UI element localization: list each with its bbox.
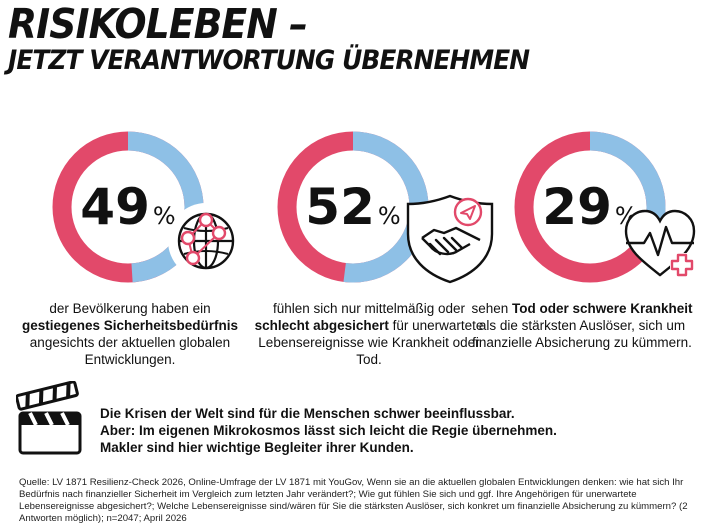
clapperboard-icon [16, 381, 82, 455]
handshake-shield-icon [406, 194, 494, 284]
message-line-1: Die Krisen der Welt sind für die Mensche… [100, 406, 515, 421]
stat-1-text-before: der Bevölkerung haben ein [49, 301, 211, 316]
stat-3-text-after: als die stärksten Auslöser, sich um fina… [472, 318, 692, 350]
stat-2-unit: % [377, 202, 401, 230]
stat-2-text-bold: schlecht abgesichert [254, 318, 389, 333]
stat-1-unit: % [152, 202, 176, 230]
stat-3-percentage: 29% [505, 182, 675, 232]
page-title: RISIKOLEBEN – JETZT VERANTWORTUNG ÜBERNE… [8, 0, 698, 76]
message-line-2: Aber: Im eigenen Mikrokosmos lässt sich … [100, 423, 557, 438]
title-line-2: JETZT VERANTWORTUNG ÜBERNEHMEN [8, 45, 530, 76]
stat-2-description: fühlen sich nur mittelmäßig oder schlech… [254, 300, 484, 368]
stat-3-text-bold: Tod oder schwere Krankheit [512, 301, 693, 316]
stat-1-percentage: 49% [43, 182, 213, 232]
stat-1-text-bold: gestiegenes Sicherheitsbedürfnis [21, 318, 239, 333]
heart-pulse-icon [624, 209, 696, 277]
stat-3-description: sehen Tod oder schwere Krankheit als die… [467, 300, 697, 351]
stat-3-value: 29 [542, 178, 612, 236]
message-line-3: Makler sind hier wichtige Begleiter ihre… [100, 440, 414, 455]
key-message: Die Krisen der Welt sind für die Mensche… [100, 405, 690, 456]
stat-2-percentage: 52% [268, 182, 438, 232]
source-note: Quelle: LV 1871 Resilienz-Check 2026, On… [19, 477, 688, 524]
stat-2-value: 52 [305, 178, 375, 236]
donut-3-value-arc [514, 131, 666, 283]
stat-1-text-after: angesichts der aktuellen globalen Entwic… [29, 335, 231, 367]
stat-3-text-before: sehen [471, 301, 512, 316]
globe-network-icon [168, 203, 244, 279]
stat-1-description: der Bevölkerung haben ein gestiegenes Si… [15, 300, 245, 368]
title-line-1: RISIKOLEBEN – [8, 0, 308, 48]
stat-1-value: 49 [80, 178, 150, 236]
stat-2-text-after: für unerwartete Lebensereignisse wie Kra… [258, 318, 484, 367]
stat-2-text-before: fühlen sich nur mittelmäßig oder [272, 301, 466, 316]
